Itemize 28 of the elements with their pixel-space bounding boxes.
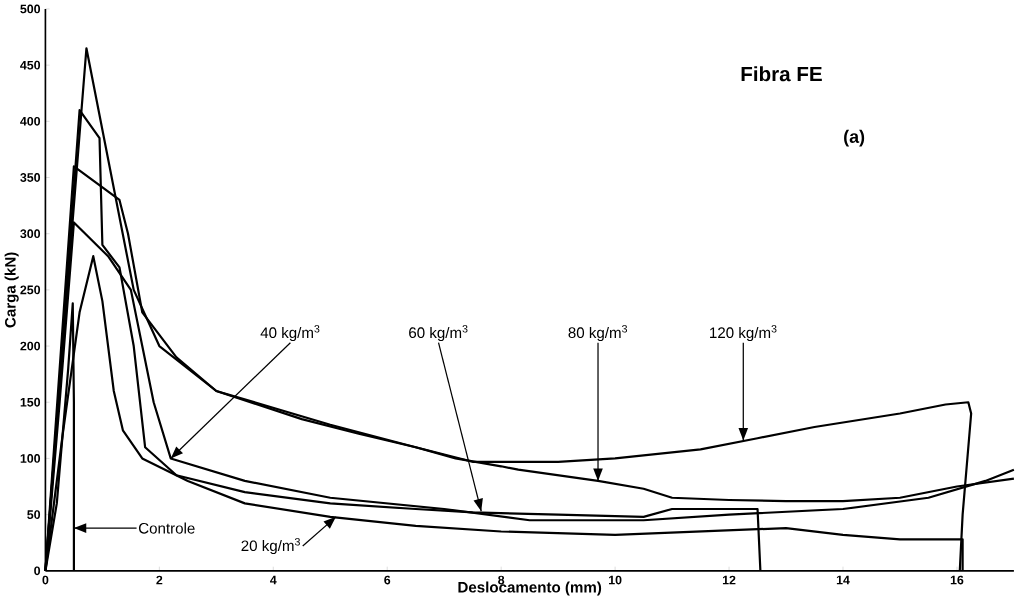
- x-tick-label: 12: [722, 575, 736, 585]
- y-tick-label: 50: [27, 510, 41, 519]
- y-tick-label: 350: [20, 173, 41, 182]
- y-tick-label: 450: [20, 60, 41, 70]
- annotation: (a): [844, 129, 865, 147]
- annotation: 80 kg/m$^{3}$: [568, 324, 628, 341]
- y-tick-label: 200: [20, 341, 41, 351]
- x-tick-label: 6: [384, 575, 391, 585]
- y-tick-label: 100: [20, 453, 41, 463]
- x-tick-label: 16: [950, 575, 964, 585]
- y-tick-label: 0: [34, 566, 41, 576]
- x-tick-label: 14: [836, 575, 850, 585]
- y-tick-label: 500: [20, 4, 41, 14]
- annotation: Controle: [138, 522, 195, 534]
- y-tick-label: 300: [20, 229, 41, 238]
- x-tick-label: 0: [42, 575, 49, 585]
- annotation: 120 kg/m$^{3}$: [710, 324, 777, 341]
- annotation: 40 kg/m$^{3}$: [260, 324, 320, 341]
- annotation: 20 kg/m$^{3}$: [241, 538, 300, 554]
- y-tick-label: 150: [20, 397, 41, 407]
- y-axis-title: Carga (kN): [4, 252, 19, 328]
- x-tick-label: 4: [270, 575, 277, 585]
- x-tick-label: 2: [156, 575, 163, 585]
- y-tick-label: 400: [20, 116, 41, 126]
- y-tick-label: 250: [20, 285, 41, 295]
- x-tick-label: 10: [609, 575, 622, 585]
- annotation: 60 kg/m$^{3}$: [409, 324, 468, 341]
- text: Fibra FE: [741, 66, 822, 82]
